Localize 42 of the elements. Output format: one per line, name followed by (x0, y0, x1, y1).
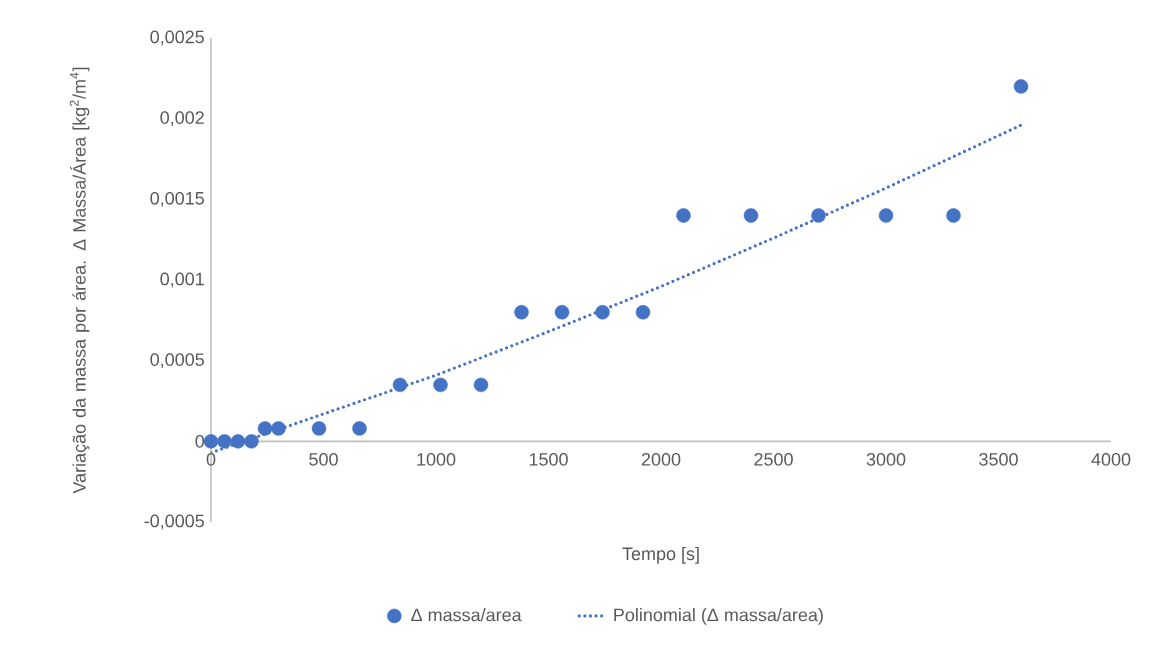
point (946, 208, 961, 223)
point (311, 421, 327, 436)
point (1013, 79, 1029, 94)
point (878, 208, 894, 223)
point (271, 421, 286, 436)
legend-label: Polinomial (Δ massa/area) (614, 608, 823, 625)
point (554, 305, 570, 320)
point (217, 434, 232, 449)
x-tick-label: 3000 (866, 452, 906, 466)
point (203, 434, 219, 449)
point (244, 434, 259, 449)
y-tick-label: 0,002 (160, 111, 204, 127)
y-tick-label: 0,0005 (150, 353, 204, 369)
y-tick-label: 0,0015 (150, 191, 204, 207)
y-axis-title: Variação da massa por área. Δ Massa/Área [kg$^{2}$/m$^{4}$] (69, 67, 90, 494)
y-tick-label: 0,0025 (150, 30, 204, 46)
point (743, 208, 759, 223)
point (257, 421, 273, 436)
x-tick-label: 4000 (1091, 452, 1131, 466)
point (352, 421, 367, 436)
x-tick-label: 500 (309, 452, 338, 466)
y-tick-label: 0 (195, 434, 205, 448)
x-tick-label: 2500 (754, 452, 793, 466)
x-axis-title: Tempo [s] (622, 546, 699, 564)
point (433, 377, 448, 393)
x-tick-label: 2000 (641, 452, 681, 466)
point (595, 305, 610, 320)
point (676, 208, 691, 223)
line-series (211, 123, 1023, 455)
y-tick-label: 0,001 (160, 272, 204, 288)
x-tick-label: 0 (206, 452, 216, 466)
legend-label: Δ massa/area (411, 608, 522, 622)
x-tick-label: 1500 (529, 452, 568, 466)
point (473, 377, 489, 393)
point (392, 377, 408, 393)
x-tick-label: 3500 (979, 452, 1018, 466)
point (635, 305, 651, 320)
point (811, 208, 826, 223)
y-tick-label: -0,0005 (144, 514, 204, 530)
point (230, 434, 246, 449)
x-tick-label: 1000 (417, 452, 456, 466)
point (514, 305, 529, 320)
